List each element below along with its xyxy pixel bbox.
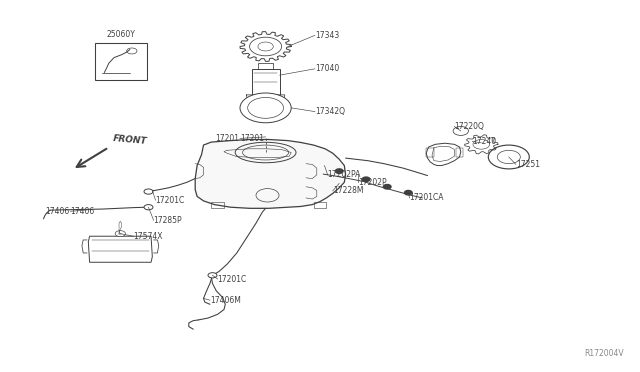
Circle shape	[208, 273, 217, 278]
Bar	[426, 148, 434, 157]
Text: R172004V: R172004V	[584, 349, 624, 358]
Text: 17201C: 17201C	[156, 196, 185, 205]
Polygon shape	[195, 140, 346, 208]
Text: 17201C: 17201C	[218, 275, 247, 283]
Text: 17406M: 17406M	[210, 296, 241, 305]
Bar	[314, 202, 326, 208]
Polygon shape	[88, 236, 152, 262]
Text: 17285P: 17285P	[154, 216, 182, 225]
Text: 17406: 17406	[70, 207, 95, 216]
Text: 17202PA: 17202PA	[328, 170, 361, 179]
Bar	[95, 43, 147, 80]
Circle shape	[383, 185, 391, 189]
Text: 17220Q: 17220Q	[454, 122, 484, 131]
Text: 17202P: 17202P	[358, 178, 387, 187]
Circle shape	[488, 145, 529, 169]
Text: 17406: 17406	[45, 207, 69, 216]
Circle shape	[335, 169, 343, 173]
Text: 17201CA: 17201CA	[410, 193, 444, 202]
Text: 17201: 17201	[215, 134, 239, 143]
Text: FRONT: FRONT	[113, 134, 148, 146]
Circle shape	[115, 231, 125, 237]
Circle shape	[362, 177, 370, 182]
Text: 17342Q: 17342Q	[315, 107, 345, 116]
Bar	[211, 202, 224, 208]
Polygon shape	[426, 143, 461, 166]
Polygon shape	[252, 69, 280, 95]
Text: 17040: 17040	[315, 64, 339, 73]
Text: 17343: 17343	[315, 31, 339, 40]
Circle shape	[404, 190, 412, 195]
Text: 25060Y: 25060Y	[106, 30, 136, 39]
Circle shape	[240, 93, 291, 123]
Circle shape	[144, 189, 153, 194]
Text: 17240: 17240	[472, 137, 497, 146]
Text: 17228M: 17228M	[333, 186, 364, 195]
Text: 17574X: 17574X	[133, 232, 163, 241]
Text: 17201: 17201	[240, 134, 264, 143]
Circle shape	[144, 205, 153, 210]
Bar	[456, 148, 463, 157]
Text: 17251: 17251	[516, 160, 540, 169]
